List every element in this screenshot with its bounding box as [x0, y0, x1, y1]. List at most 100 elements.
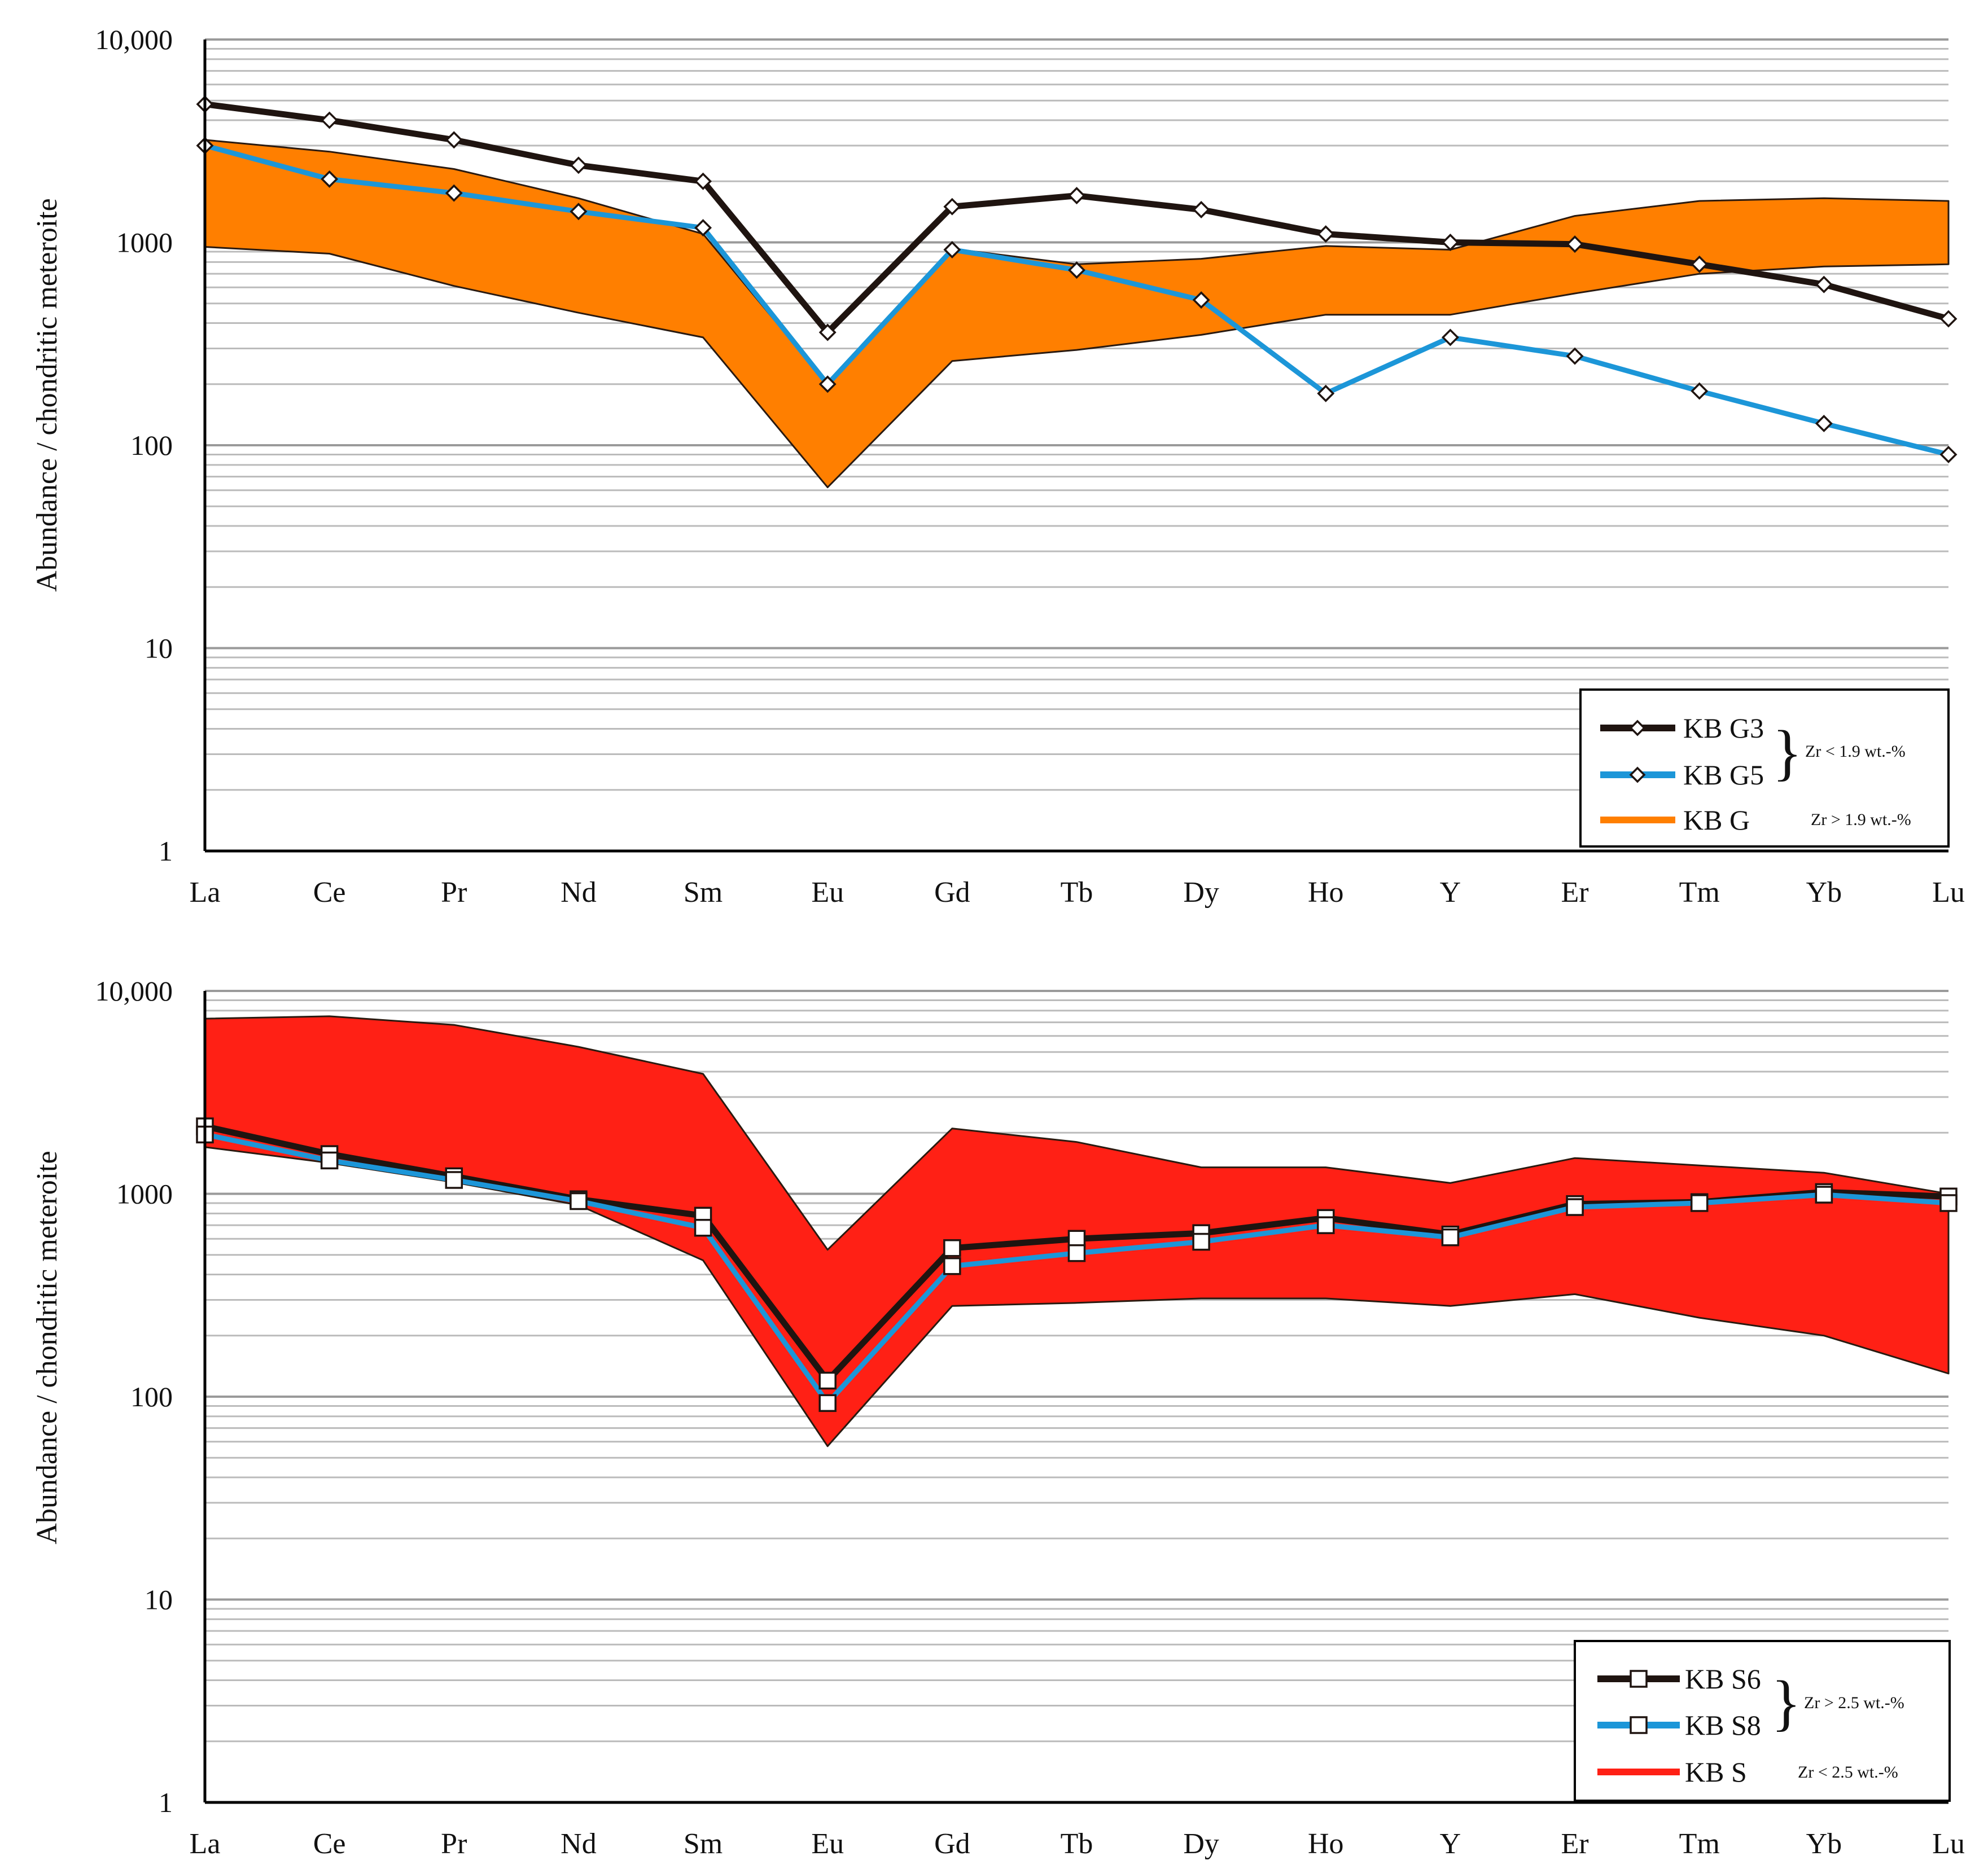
data-point-square — [818, 1394, 837, 1412]
legend-label-kb-g: KB G — [1683, 804, 1750, 836]
data-point-diamond — [943, 241, 961, 258]
legend-brace: } — [1771, 1668, 1801, 1737]
x-tick-label: Lu — [1932, 876, 1965, 909]
data-point-square — [570, 1192, 588, 1210]
y-tick-label: 10,000 — [95, 24, 173, 55]
y-axis-label: Abundance / chondritic meteroite — [31, 1151, 63, 1544]
data-point-diamond — [818, 323, 837, 341]
x-tick-label: Gd — [934, 1828, 970, 1860]
data-point-square — [1067, 1244, 1086, 1262]
x-tick-label: Ce — [313, 1828, 346, 1860]
data-point-diamond — [1068, 187, 1085, 205]
data-point-square — [1441, 1228, 1460, 1247]
y-tick-labels: 1 10 100 1000 10,000 — [95, 24, 173, 867]
data-point-square — [1939, 1194, 1958, 1212]
x-tick-label: Tb — [1061, 876, 1093, 909]
data-point-diamond — [1691, 255, 1709, 273]
y-tick-labels: 1 10 100 1000 10,000 — [95, 975, 173, 1818]
data-point-diamond — [818, 375, 837, 393]
data-point-diamond — [943, 198, 961, 216]
legend-marker-diamond — [1629, 719, 1646, 736]
x-tick-label: Ho — [1308, 1828, 1344, 1860]
data-point-diamond — [1317, 384, 1335, 402]
legend-marker-square — [1630, 1716, 1648, 1734]
y-tick-label: 1000 — [116, 1178, 173, 1210]
legend-label-kb-g5: KB G5 — [1683, 759, 1764, 791]
legend: KB G3 KB G5 } Zr < 1.9 wt.-% KB G Zr > 1… — [1579, 688, 1950, 848]
x-tick-label: Nd — [561, 1828, 597, 1860]
x-tick-label: Ce — [313, 876, 346, 909]
data-point-square — [943, 1239, 961, 1257]
data-point-diamond — [1566, 347, 1584, 365]
legend: KB S6 KB S8 } Zr > 2.5 wt.-% KB S Zr < 2… — [1574, 1640, 1951, 1802]
legend-label-kb-s6: KB S6 — [1685, 1663, 1761, 1695]
data-point-diamond — [694, 172, 712, 190]
y-tick-label: 10,000 — [95, 975, 173, 1007]
data-point-diamond — [1815, 275, 1833, 293]
data-point-square — [818, 1371, 837, 1390]
x-tick-label: Dy — [1183, 1828, 1219, 1860]
legend-band-note: Zr < 2.5 wt.-% — [1798, 1763, 1898, 1782]
y-tick-label: 10 — [144, 1584, 173, 1616]
data-point-diamond — [1192, 291, 1210, 309]
x-tick-label: Yb — [1806, 1828, 1842, 1860]
series-markers — [196, 95, 1958, 463]
data-point-diamond — [1939, 445, 1958, 463]
legend-brace: } — [1772, 718, 1802, 787]
data-point-square — [943, 1257, 961, 1275]
data-point-diamond — [570, 156, 588, 174]
data-point-diamond — [1317, 225, 1335, 243]
data-point-square — [1566, 1198, 1584, 1216]
x-tick-label: Dy — [1183, 876, 1219, 909]
legend-label-kb-s8: KB S8 — [1685, 1709, 1761, 1741]
x-tick-label: Er — [1561, 1828, 1589, 1860]
x-tick-label: Er — [1561, 876, 1589, 909]
x-tick-label: Tm — [1679, 876, 1720, 909]
data-point-diamond — [694, 219, 712, 237]
data-point-diamond — [1815, 414, 1833, 432]
x-tick-label: Gd — [934, 876, 970, 909]
data-point-diamond — [1566, 235, 1584, 253]
x-tick-label: La — [190, 876, 221, 909]
y-tick-label: 1 — [159, 835, 173, 867]
x-tick-label: Yb — [1806, 876, 1842, 909]
data-point-square — [320, 1151, 339, 1170]
x-tick-label: Tm — [1679, 1828, 1720, 1860]
x-tick-label: Pr — [441, 1828, 467, 1860]
y-tick-label: 100 — [130, 1381, 173, 1412]
y-axis-label: Abundance / chondritic meteroite — [31, 198, 63, 591]
data-point-square — [445, 1171, 463, 1189]
data-point-square — [1192, 1232, 1210, 1251]
data-point-diamond — [321, 170, 339, 188]
y-tick-label: 1 — [159, 1787, 173, 1818]
legend-group-note: Zr > 2.5 wt.-% — [1804, 1693, 1904, 1712]
data-point-diamond — [1939, 310, 1958, 328]
data-point-square — [1815, 1186, 1833, 1204]
data-point-square — [694, 1218, 712, 1237]
y-tick-label: 10 — [144, 633, 173, 664]
x-tick-label: Sm — [684, 876, 722, 909]
axes — [203, 991, 1948, 1804]
data-point-diamond — [1441, 328, 1459, 346]
y-tick-label: 1000 — [116, 227, 173, 258]
legend-marker-diamond — [1629, 766, 1646, 783]
data-point-square — [1067, 1230, 1086, 1248]
data-point-diamond — [1192, 201, 1210, 218]
x-tick-label: Nd — [561, 876, 597, 909]
data-point-diamond — [1441, 234, 1459, 251]
x-tick-label: Tb — [1061, 1828, 1093, 1860]
data-point-square — [1317, 1216, 1335, 1234]
panel-kb-s: 1 10 100 1000 10,000 La Ce Pr Nd Sm Eu G… — [31, 975, 1965, 1860]
y-gridlines — [205, 38, 1948, 791]
y-tick-label: 100 — [130, 429, 173, 461]
legend-marker-square — [1630, 1670, 1648, 1688]
x-tick-label: Pr — [441, 876, 467, 909]
panel-kb-g: 1 10 100 1000 10,000 La Ce Pr Nd Sm Eu G… — [31, 24, 1965, 909]
x-tick-label: Sm — [684, 1828, 722, 1860]
legend-group-note: Zr < 1.9 wt.-% — [1805, 742, 1906, 761]
data-point-diamond — [321, 111, 339, 129]
x-tick-label: Ho — [1308, 876, 1344, 909]
legend-label-kb-g3: KB G3 — [1683, 712, 1764, 744]
x-tick-label: Lu — [1932, 1828, 1965, 1860]
data-point-diamond — [570, 203, 588, 221]
